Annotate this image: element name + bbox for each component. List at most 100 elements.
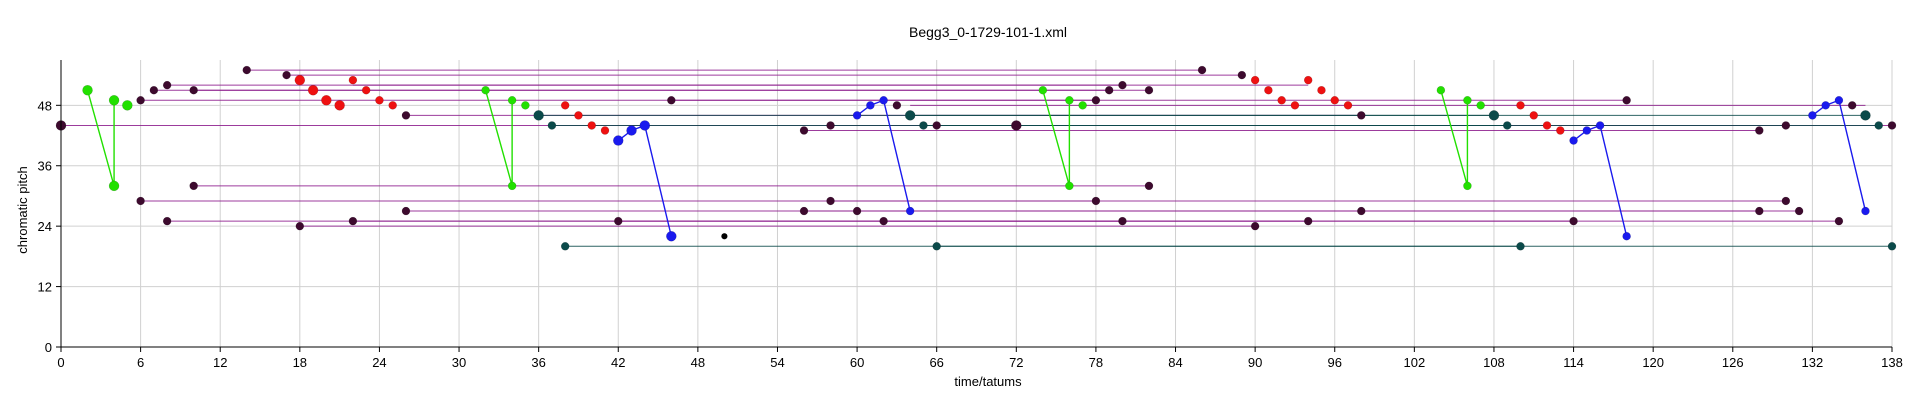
x-tick-label: 84 [1168,355,1182,370]
x-tick-label: 102 [1403,355,1425,370]
melody-path-line [484,90,513,187]
note-point [613,135,624,146]
note-point [666,230,677,242]
note-point [162,80,172,90]
x-tick-label: 78 [1089,355,1103,370]
note-point [1330,96,1339,105]
note-links [61,69,1892,247]
note-point [626,125,637,136]
melody-path-line [1811,99,1867,212]
x-tick-label: 12 [213,355,227,370]
note-point [1808,111,1817,120]
note-point [401,111,411,120]
y-axis-label: chromatic pitch [15,166,30,253]
note-point [1861,206,1870,216]
note-point [533,110,544,121]
note-point [1118,216,1127,226]
x-tick-label: 42 [611,355,625,370]
note-point [1091,196,1101,206]
note-point [1502,121,1512,130]
note-point [1436,85,1446,95]
note-point [1144,181,1154,191]
note-point [1290,101,1300,110]
note-point [1847,101,1857,110]
note-point [667,96,676,105]
note-point [1860,110,1871,121]
x-tick-label: 36 [531,355,545,370]
melody-path-line [1042,90,1071,187]
note-point [136,196,145,206]
note-point [1834,96,1844,105]
note-point [481,85,490,95]
note-point [614,216,623,226]
x-tick-label: 66 [929,355,943,370]
note-point [826,196,835,206]
y-tick-label: 12 [38,280,52,295]
note-point [932,242,941,251]
note-point [721,232,728,240]
note-point [1887,242,1897,251]
y-tick-label: 36 [38,159,52,174]
melody-path-line [86,90,115,187]
x-tick-label: 60 [850,355,864,370]
note-point [242,65,252,75]
note-point [1821,101,1830,110]
note-point [919,121,928,130]
x-tick-label: 138 [1881,355,1903,370]
note-point [348,75,358,85]
note-point [521,101,530,110]
x-tick-label: 108 [1483,355,1505,370]
note-point [1317,85,1326,95]
note-point [1529,111,1539,120]
note-point [826,121,835,130]
note-point [321,95,332,106]
note-point [879,96,888,105]
note-point [904,110,916,121]
x-axis-label: time/tatums [954,374,1022,389]
note-point [1104,85,1114,95]
note-point [122,100,133,111]
note-point [1542,121,1552,130]
note-point [1250,75,1260,85]
note-point [1595,121,1605,130]
note-point [1569,136,1578,145]
note-point [1264,85,1273,95]
note-point [348,216,358,226]
note-point [1463,181,1472,191]
note-point [401,206,411,216]
note-point [1516,242,1525,251]
y-tick-label: 48 [38,98,52,113]
note-point [1343,101,1353,110]
y-tick-label: 0 [45,340,52,355]
note-point [1277,96,1286,105]
note-point [136,96,145,105]
note-point [1781,121,1791,130]
note-points [55,65,1897,251]
chart-title: Begg3_0-1729-101-1.xml [909,24,1067,40]
x-tick-label: 30 [452,355,466,370]
x-tick-label: 18 [293,355,307,370]
note-point [905,206,915,216]
note-point [1476,101,1485,110]
note-point [1887,121,1897,130]
x-tick-label: 48 [691,355,705,370]
note-point [1144,85,1154,95]
note-point [1794,206,1804,216]
note-point [1582,126,1592,135]
note-point [1078,101,1087,110]
note-point [294,74,306,86]
note-point [1622,231,1631,241]
note-point [1622,96,1631,105]
note-point [1038,85,1048,95]
note-point [1197,65,1207,75]
note-point [560,101,570,110]
x-tick-label: 24 [372,355,386,370]
x-tick-label: 54 [770,355,784,370]
note-point [1488,110,1500,121]
note-point [1303,216,1313,226]
y-tick-label: 24 [38,219,52,234]
note-point [892,101,902,110]
tick-labels: 0 6 12 18 24 30 36 42 48 54 60 66 72 78 84 90 96 102 108 11… [38,98,1903,370]
note-point [295,221,305,231]
note-point [932,121,941,130]
